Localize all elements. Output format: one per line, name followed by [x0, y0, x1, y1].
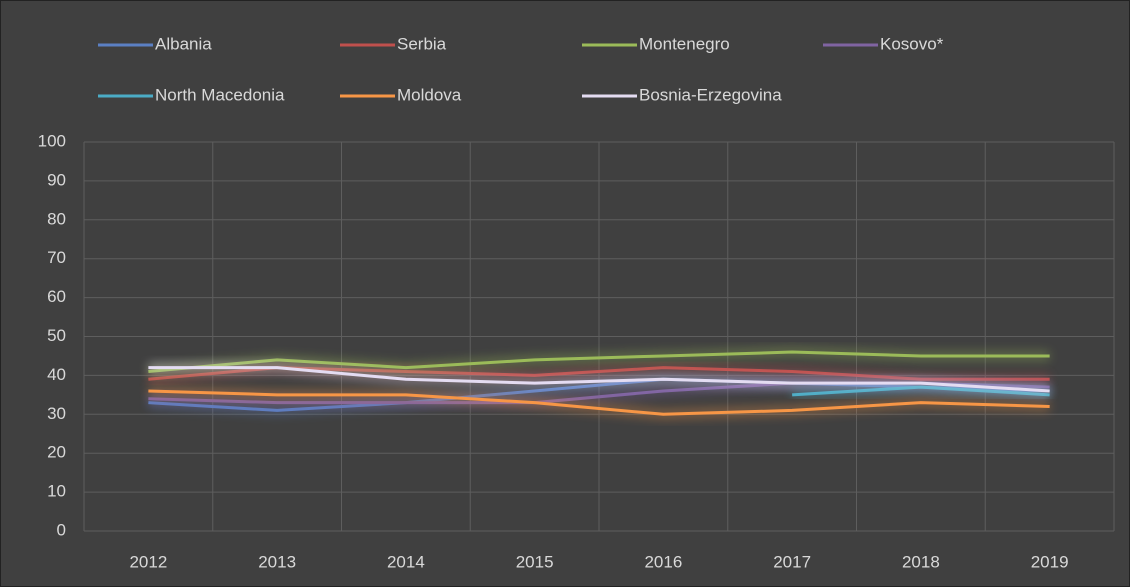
legend-label: Moldova: [397, 85, 462, 104]
legend-label: Montenegro: [639, 34, 730, 53]
series-line: [148, 389, 1050, 416]
x-tick-label: 2016: [644, 552, 682, 571]
y-tick-label: 40: [47, 365, 66, 384]
y-tick-label: 100: [38, 131, 66, 150]
x-tick-label: 2012: [129, 552, 167, 571]
y-tick-label: 20: [47, 443, 66, 462]
x-tick-label: 2019: [1031, 552, 1069, 571]
series-line: [148, 350, 1050, 374]
x-tick-label: 2018: [902, 552, 940, 571]
y-tick-label: 80: [47, 209, 66, 228]
y-tick-label: 10: [47, 482, 66, 501]
x-tick-label: 2017: [773, 552, 811, 571]
x-tick-label: 2014: [387, 552, 425, 571]
y-tick-label: 90: [47, 170, 66, 189]
x-tick-label: 2013: [258, 552, 296, 571]
legend-label: North Macedonia: [155, 85, 285, 104]
y-tick-label: 70: [47, 248, 66, 267]
y-tick-label: 50: [47, 326, 66, 345]
y-tick-label: 0: [57, 520, 66, 539]
legend-label: Serbia: [397, 34, 447, 53]
y-tick-label: 30: [47, 404, 66, 423]
legend-label: Kosovo*: [880, 34, 944, 53]
legend-label: Albania: [155, 34, 212, 53]
legend-label: Bosnia-Erzegovina: [639, 85, 782, 104]
series-line: [148, 366, 1050, 393]
x-tick-label: 2015: [516, 552, 554, 571]
y-tick-label: 60: [47, 287, 66, 306]
